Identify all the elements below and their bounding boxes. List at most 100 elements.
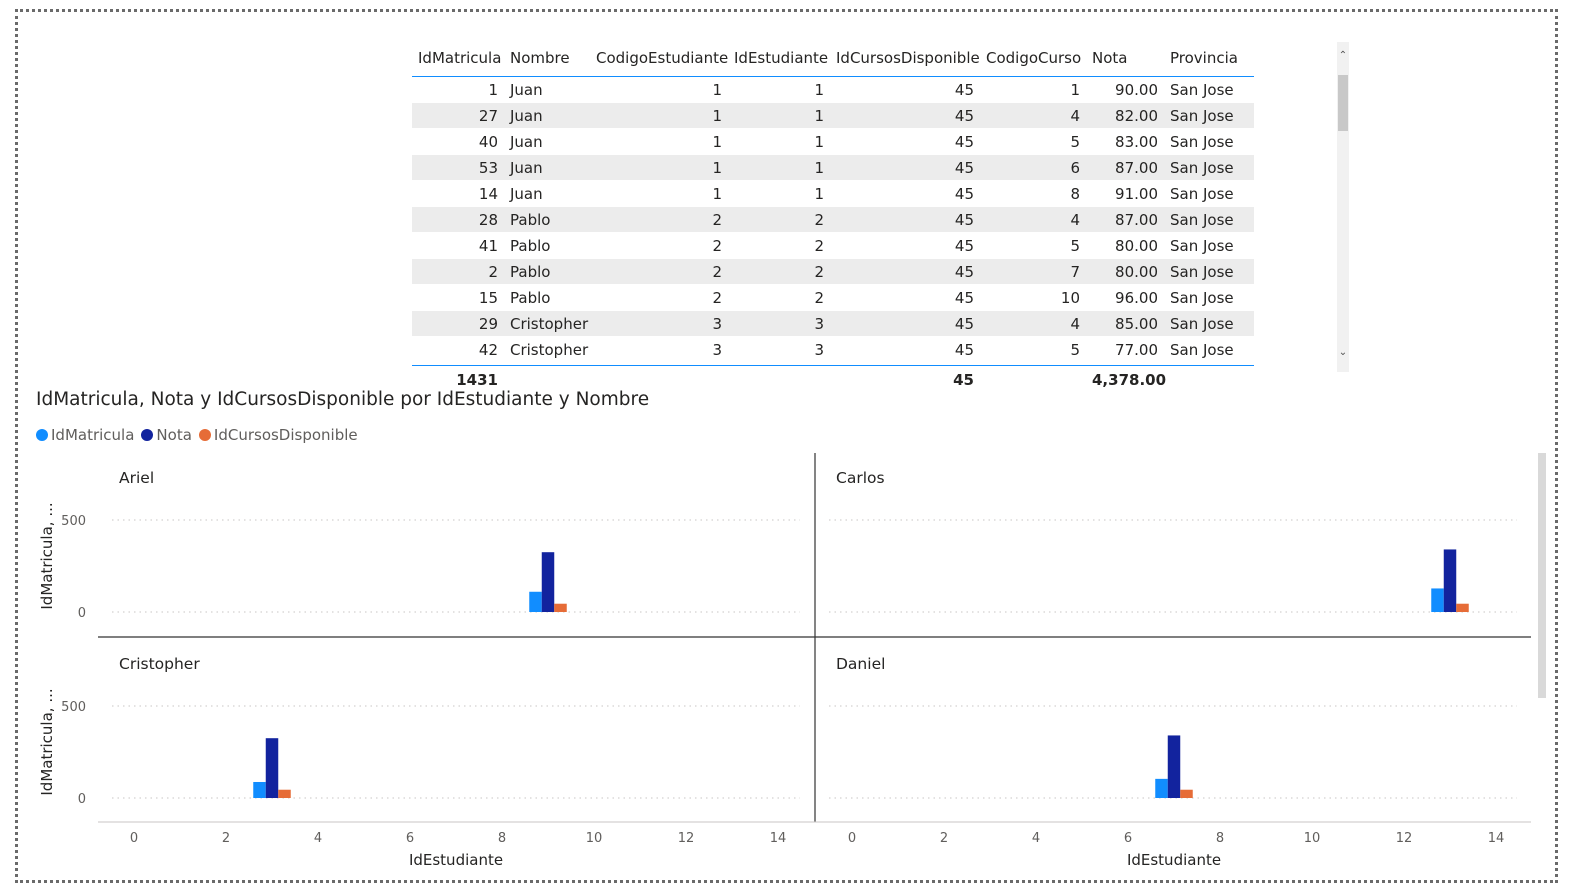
column-header[interactable]: Provincia [1164, 40, 1254, 77]
bar-idmatricula-daniel [1155, 778, 1168, 798]
table-row[interactable]: 40 Juan 1 1 45 5 83.00 San Jose [412, 128, 1254, 155]
chart-title: IdMatricula, Nota y IdCursosDisponible p… [36, 389, 650, 410]
table-cell: 2 [412, 258, 504, 285]
table-cell: 1 [590, 102, 728, 129]
table-cell: 4 [980, 310, 1086, 337]
table-cell: Cristopher [504, 310, 590, 337]
table-cell: 45 [830, 102, 980, 129]
table-row[interactable]: 1 Juan 1 1 45 1 90.00 San Jose [412, 76, 1254, 103]
legend-item[interactable]: IdCursosDisponible [198, 426, 358, 444]
table-row[interactable]: 41 Pablo 2 2 45 5 80.00 San Jose [412, 232, 1254, 259]
table-cell: 29 [412, 310, 504, 337]
x-tick-label: 0 [130, 831, 138, 846]
table-cell: 15 [412, 284, 504, 311]
table-cell: 2 [590, 206, 728, 233]
bar-nota-cristopher [265, 738, 279, 798]
legend-item[interactable]: IdMatricula [36, 426, 134, 444]
table-row[interactable]: 53 Juan 1 1 45 6 87.00 San Jose [412, 154, 1254, 181]
table-cell: San Jose [1164, 180, 1254, 207]
total-cell [590, 365, 728, 393]
chevron-down-icon[interactable]: ⌄ [1338, 347, 1348, 358]
total-cell: 4,378.00 [1086, 365, 1166, 393]
column-header[interactable]: IdEstudiante [728, 40, 830, 77]
table-cell: San Jose [1164, 154, 1254, 181]
table-cell: 1 [728, 180, 830, 207]
table-cell: San Jose [1164, 310, 1254, 337]
column-header[interactable]: CodigoEstudiante [590, 40, 728, 77]
table-cell: 27 [412, 102, 504, 129]
column-header[interactable]: IdCursosDisponible [830, 40, 980, 77]
table-cell: 45 [830, 336, 980, 363]
table-cell: San Jose [1164, 128, 1254, 155]
legend-item[interactable]: Nota [141, 426, 192, 444]
total-cell: 45 [830, 365, 980, 393]
bar-nota-daniel [1167, 735, 1181, 798]
table-cell: Juan [504, 180, 590, 207]
table-cell: 1 [728, 128, 830, 155]
table-row[interactable]: 14 Juan 1 1 45 8 91.00 San Jose [412, 180, 1254, 207]
bar-idmatricula-carlos [1431, 588, 1444, 612]
total-cell [1164, 365, 1254, 393]
panel-title: Carlos [836, 469, 885, 487]
table-cell: 96.00 [1086, 284, 1164, 311]
table-cell: 45 [830, 284, 980, 311]
table-cell: 8 [980, 180, 1086, 207]
table-row[interactable]: 27 Juan 1 1 45 4 82.00 San Jose [412, 102, 1254, 129]
x-tick-label: 0 [848, 831, 856, 846]
x-tick-label: 8 [1216, 831, 1224, 846]
table-row[interactable]: 2 Pablo 2 2 45 7 80.00 San Jose [412, 258, 1254, 285]
table-cell: 6 [980, 154, 1086, 181]
x-tick-label: 10 [586, 831, 603, 846]
table-cell: 3 [728, 310, 830, 337]
legend-dot-icon [198, 429, 211, 441]
table-row[interactable]: 29 Cristopher 3 3 45 4 85.00 San Jose [412, 310, 1254, 337]
table-cell: 4 [980, 206, 1086, 233]
bar-idmatricula-ariel [529, 591, 542, 612]
bar-idcursosdisponible-ariel [554, 603, 567, 612]
chart-scrollbar[interactable] [1538, 453, 1546, 698]
data-table[interactable]: IdMatricula Nombre CodigoEstudiante IdEstud… [412, 40, 1254, 393]
bar-idcursosdisponible-carlos [1456, 603, 1469, 612]
column-header[interactable]: IdMatricula [412, 40, 504, 77]
table-cell: San Jose [1164, 102, 1254, 129]
chevron-up-icon[interactable]: ⌃ [1338, 50, 1348, 61]
table-cell: 2 [728, 258, 830, 285]
legend-label: Nota [156, 426, 192, 444]
table-cell: Juan [504, 102, 590, 129]
table-cell: 80.00 [1086, 232, 1164, 259]
table-cell: San Jose [1164, 206, 1254, 233]
table-cell: 1 [412, 76, 504, 103]
x-tick-label: 4 [1032, 831, 1040, 846]
table-cell: 53 [412, 154, 504, 181]
table-row[interactable]: 15 Pablo 2 2 45 10 96.00 San Jose [412, 284, 1254, 311]
table-cell: San Jose [1164, 284, 1254, 311]
bar-nota-carlos [1443, 549, 1457, 612]
table-row[interactable]: 28 Pablo 2 2 45 4 87.00 San Jose [412, 206, 1254, 233]
report-frame [15, 9, 1558, 883]
legend-dot-icon [141, 429, 154, 441]
table-scrollbar[interactable]: ⌃ ⌄ [1337, 42, 1349, 372]
table-cell: 45 [830, 206, 980, 233]
x-tick-label: 14 [1488, 831, 1505, 846]
y-tick-label: 500 [61, 514, 86, 529]
x-tick-label: 2 [940, 831, 948, 846]
table-cell: San Jose [1164, 258, 1254, 285]
x-tick-label: 6 [1124, 831, 1132, 846]
table-cell: 45 [830, 180, 980, 207]
table-body: 1 Juan 1 1 45 1 90.00 San Jose 27 Juan 1 1 45 4 82.00 S… [412, 76, 1254, 363]
legend-label: IdMatricula [51, 426, 135, 444]
x-tick-label: 6 [406, 831, 414, 846]
table-scroll-thumb[interactable] [1338, 75, 1348, 131]
table-cell: Pablo [504, 232, 590, 259]
table-cell: 1 [590, 180, 728, 207]
table-cell: 80.00 [1086, 258, 1164, 285]
table-cell: 3 [590, 336, 728, 363]
column-header[interactable]: Nombre [504, 40, 590, 77]
column-header[interactable]: Nota [1086, 40, 1164, 77]
y-tick-label: 0 [78, 606, 86, 621]
table-cell: 45 [830, 76, 980, 103]
column-header[interactable]: CodigoCurso [980, 40, 1086, 77]
bar-idmatricula-cristopher [253, 781, 266, 798]
table-cell: 2 [728, 284, 830, 311]
